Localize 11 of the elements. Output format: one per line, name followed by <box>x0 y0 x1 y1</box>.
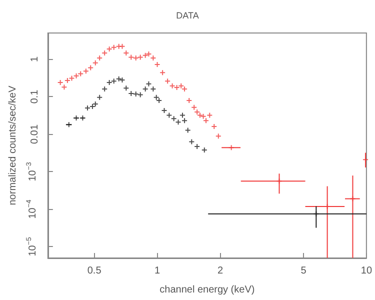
chart-title: DATA <box>176 10 199 20</box>
y-tick-label: 0.1 <box>29 89 40 104</box>
x-tick-label: 1 <box>154 266 160 276</box>
y-tick-label: 0.01 <box>29 124 40 144</box>
y-axis-title: normalized counts/sec/keV <box>8 85 18 206</box>
x-tick-label: 10 <box>360 266 372 276</box>
x-axis-title: channel energy (keV) <box>160 284 255 296</box>
x-tick-label: 5 <box>300 266 307 276</box>
y-tick-label: 1 <box>29 56 40 62</box>
x-tick-label: 2 <box>217 266 224 276</box>
x-tick-label: 0.5 <box>87 266 102 276</box>
